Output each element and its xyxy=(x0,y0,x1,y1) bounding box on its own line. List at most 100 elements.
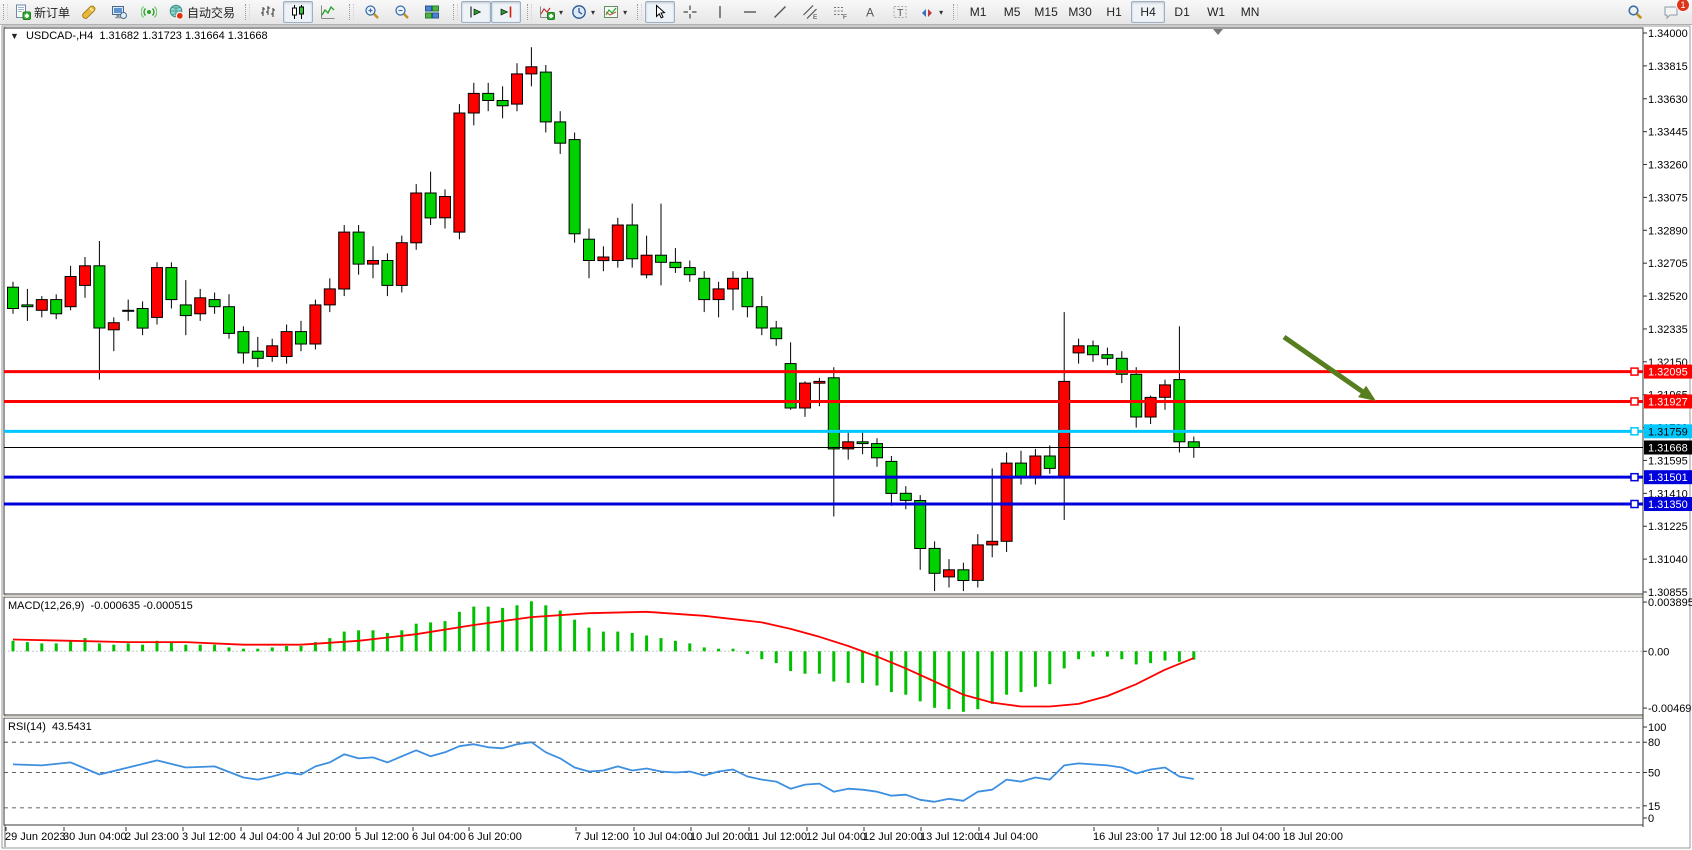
chart-canvas[interactable]: 1.34000 1.33815 1.33630 1.33445 1.33260 1.330… xyxy=(0,24,1692,850)
zoom-in-button[interactable] xyxy=(357,1,387,23)
hline-drag-handle[interactable] xyxy=(1630,397,1639,406)
rsi-axis-label: 50 xyxy=(1648,768,1660,780)
trend-arrow-head[interactable] xyxy=(1358,385,1376,401)
candle-body xyxy=(784,363,797,409)
hline-icon xyxy=(742,4,758,20)
candle-body xyxy=(151,267,163,318)
chart-shift-marker[interactable] xyxy=(1213,29,1223,35)
price-axis-label: 1.30855 xyxy=(1648,587,1688,599)
signals-button[interactable] xyxy=(134,1,164,23)
tf-h4-label: H4 xyxy=(1140,5,1156,19)
time-axis-label: 13 Jul 12:00 xyxy=(920,831,980,843)
monitor-icon xyxy=(111,4,128,20)
search-button[interactable] xyxy=(1620,1,1650,23)
bar-chart-button[interactable] xyxy=(253,1,283,23)
trendline-button[interactable] xyxy=(765,1,795,23)
cursor-button[interactable] xyxy=(645,1,676,23)
candle-body xyxy=(871,443,883,459)
arrows-button[interactable]: ▾ xyxy=(915,1,947,23)
tester-button[interactable] xyxy=(104,1,134,23)
price-axis-label: 1.32520 xyxy=(1648,291,1688,303)
auto-scroll-button[interactable] xyxy=(461,1,492,23)
autoscroll-icon xyxy=(468,4,484,20)
candle-body xyxy=(1115,357,1128,375)
toolbar-group-timeframes: M1 M5 M15 M30 H1 H4 D1 W1 MN xyxy=(950,0,1270,24)
text-button[interactable]: A xyxy=(855,1,885,23)
tf-m5[interactable]: M5 xyxy=(995,1,1029,23)
chevron-down-icon[interactable]: ▾ xyxy=(623,7,628,17)
candle-body xyxy=(35,299,48,311)
candle-body xyxy=(669,261,682,269)
tf-h1[interactable]: H1 xyxy=(1097,1,1131,23)
candle-body xyxy=(640,254,653,276)
candle-body xyxy=(496,100,509,107)
price-flag-label: 1.32095 xyxy=(1648,367,1688,379)
candlestick-button[interactable] xyxy=(283,1,314,23)
trend-arrow-line[interactable] xyxy=(1282,334,1365,395)
hline-drag-handle[interactable] xyxy=(1630,472,1639,482)
price-axis-label: 1.31225 xyxy=(1648,521,1688,533)
line-chart-button[interactable] xyxy=(313,1,343,23)
hline-drag-handle[interactable] xyxy=(1630,367,1639,376)
candle-body xyxy=(482,92,495,102)
tile-windows-button[interactable] xyxy=(417,1,447,23)
candle-body xyxy=(597,256,610,262)
candle-body xyxy=(611,224,624,261)
fibo-icon: F xyxy=(832,4,848,20)
chevron-down-icon[interactable]: ▾ xyxy=(559,7,564,17)
channel-button[interactable]: E xyxy=(795,1,825,23)
hline-drag-handle[interactable] xyxy=(1630,427,1639,436)
fibonacci-button[interactable]: F xyxy=(825,1,855,23)
label-button[interactable]: T xyxy=(885,1,915,23)
zoom-out-icon xyxy=(394,4,410,20)
crosshair-button[interactable] xyxy=(675,1,705,23)
candle-body xyxy=(626,224,639,260)
metaeditor-button[interactable] xyxy=(74,1,104,23)
chevron-down-icon[interactable]: ▾ xyxy=(591,7,596,17)
new-order-icon xyxy=(15,4,31,20)
vline-button[interactable] xyxy=(705,1,735,23)
candle-body xyxy=(21,304,34,308)
price-axis-label: 1.33815 xyxy=(1648,61,1688,73)
gold-tool-icon xyxy=(81,4,97,20)
panel-splitter-1[interactable] xyxy=(4,595,1643,597)
macd-axis-label: 0.003895 xyxy=(1648,597,1692,609)
candle-body xyxy=(1087,345,1099,356)
candle-body xyxy=(309,304,322,345)
tf-h4[interactable]: H4 xyxy=(1131,1,1166,23)
tf-w1[interactable]: W1 xyxy=(1199,1,1233,23)
price-axis-label: 1.32705 xyxy=(1648,258,1688,270)
price-axis-label: 1.33260 xyxy=(1648,160,1688,172)
candle-body xyxy=(352,231,365,265)
chart-shift-button[interactable] xyxy=(491,1,522,23)
candle-body xyxy=(1101,354,1114,359)
tf-mn[interactable]: MN xyxy=(1233,1,1267,23)
tf-d1[interactable]: D1 xyxy=(1165,1,1199,23)
chevron-down-icon[interactable]: ▾ xyxy=(939,7,944,17)
zoom-out-button[interactable] xyxy=(387,1,417,23)
tf-m30[interactable]: M30 xyxy=(1063,1,1097,23)
tf-m15[interactable]: M15 xyxy=(1029,1,1063,23)
chat-button[interactable]: 1 xyxy=(1656,0,1690,23)
indicators-button[interactable]: ▾ xyxy=(535,1,567,23)
symbol-period-label: USDCAD-,H4 xyxy=(25,30,94,42)
indicators-icon xyxy=(539,4,556,20)
text-a-icon: A xyxy=(862,4,878,20)
new-order-button[interactable]: 新订单 xyxy=(11,1,74,23)
macd-histogram xyxy=(11,601,1196,712)
candle-body xyxy=(928,547,941,574)
panel-splitter-2[interactable] xyxy=(4,716,1643,718)
macd-name: MACD(12,26,9) xyxy=(8,600,85,612)
templates-button[interactable]: ▾ xyxy=(599,1,631,23)
macd-panel[interactable] xyxy=(3,596,1644,716)
hline-button[interactable] xyxy=(735,1,765,23)
rsi-panel[interactable] xyxy=(3,717,1644,826)
main-chart-panel[interactable] xyxy=(3,27,1644,595)
chart-window[interactable]: 1.34000 1.33815 1.33630 1.33445 1.33260 1.330… xyxy=(0,24,1692,850)
periods-button[interactable]: ▾ xyxy=(567,1,599,23)
chart-title-collapse-icon[interactable]: ▼ xyxy=(10,31,19,41)
candle-body xyxy=(1058,380,1071,478)
tf-m1[interactable]: M1 xyxy=(961,1,995,23)
hline-drag-handle[interactable] xyxy=(1630,499,1639,509)
autotrading-button[interactable]: 自动交易 xyxy=(164,1,239,23)
